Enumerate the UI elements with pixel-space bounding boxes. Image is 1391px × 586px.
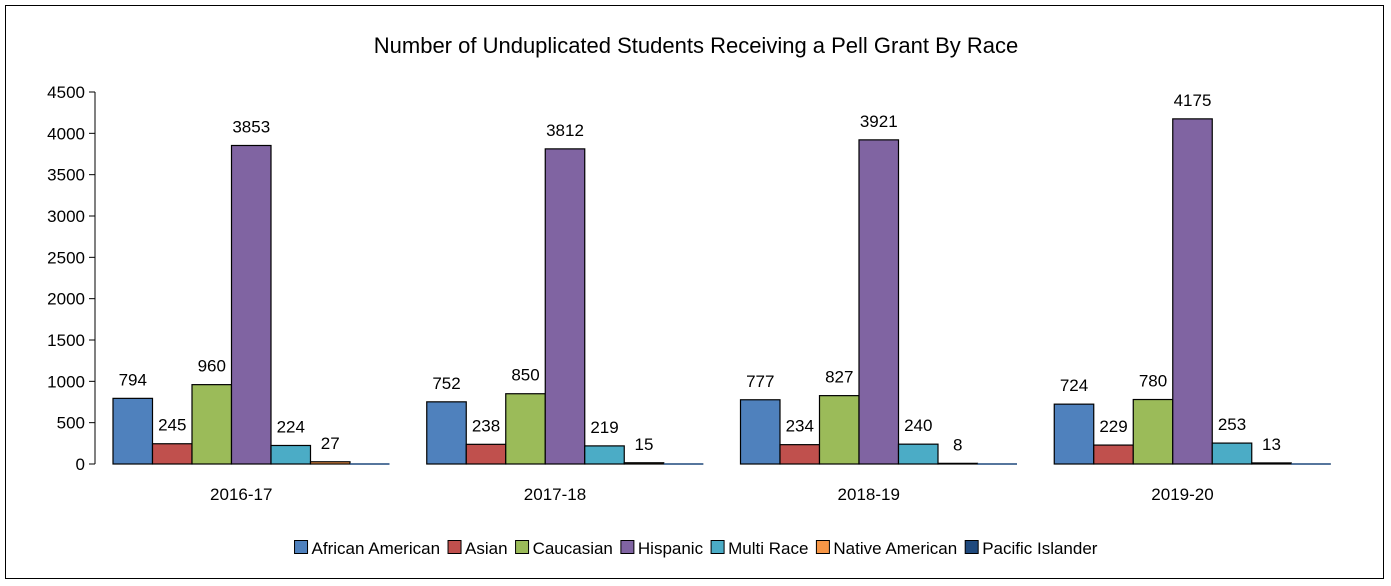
x-category-label: 2019-20 — [1151, 485, 1213, 504]
legend-label: Asian — [465, 539, 508, 558]
data-label: 229 — [1099, 417, 1127, 436]
y-tick-label: 500 — [57, 414, 85, 433]
y-tick-label: 1000 — [47, 372, 85, 391]
data-label: 13 — [1262, 435, 1281, 454]
x-category-label: 2018-19 — [838, 485, 900, 504]
bar — [230, 144, 272, 465]
y-tick-label: 1500 — [47, 331, 85, 350]
legend-swatch — [710, 540, 725, 554]
data-label: 8 — [953, 435, 962, 454]
y-tick-label: 4500 — [47, 83, 85, 102]
data-label: 15 — [635, 435, 654, 454]
bar — [1053, 403, 1095, 465]
bar — [309, 461, 351, 465]
legend-swatch — [447, 540, 462, 554]
legend-label: Caucasian — [533, 539, 613, 558]
x-category-label: 2016-17 — [210, 485, 272, 504]
bar — [739, 399, 781, 465]
bar — [544, 148, 586, 465]
data-label: 960 — [198, 357, 226, 376]
bar — [1132, 398, 1174, 465]
bar — [426, 401, 467, 465]
y-tick-label: 4000 — [47, 124, 85, 143]
bar — [151, 443, 193, 465]
legend-label: Hispanic — [638, 539, 704, 558]
legend-label: Pacific Islander — [982, 539, 1098, 558]
legend-label: African American — [312, 539, 441, 558]
bar — [818, 395, 860, 465]
data-label: 240 — [904, 416, 932, 435]
bar — [1093, 444, 1134, 465]
y-axis: 0 500 1000 1500 2000 2500 3000 3500 4000 4500 — [47, 83, 96, 474]
data-label: 827 — [825, 368, 853, 387]
x-category-label: 2017-18 — [524, 485, 586, 504]
data-label: 777 — [746, 372, 774, 391]
bars — [112, 118, 1331, 465]
data-label: 850 — [511, 366, 539, 385]
data-label: 224 — [277, 417, 305, 436]
legend-label: Multi Race — [728, 539, 808, 558]
legend-swatch — [294, 540, 309, 554]
bar — [937, 462, 979, 465]
data-label: 3812 — [546, 121, 584, 140]
data-label: 238 — [472, 416, 500, 435]
bar — [505, 393, 546, 465]
data-label: 3921 — [860, 112, 898, 131]
data-label: 4175 — [1174, 91, 1212, 110]
bar — [1251, 462, 1292, 465]
data-label: 794 — [119, 370, 147, 389]
bar — [1211, 442, 1253, 465]
data-label: 245 — [158, 416, 186, 435]
x-axis: 2016-17 2017-18 2018-19 2019-20 — [113, 463, 1331, 504]
chart-title: Number of Unduplicated Students Receivin… — [374, 33, 1018, 58]
y-tick-label: 3000 — [47, 207, 85, 226]
data-label: 27 — [321, 434, 340, 453]
bar — [584, 445, 625, 465]
data-label: 219 — [590, 418, 618, 437]
legend-swatch — [964, 540, 979, 554]
data-label: 724 — [1060, 376, 1088, 395]
bar — [191, 384, 233, 465]
bar — [779, 444, 821, 465]
legend-swatch — [515, 540, 530, 554]
y-tick-label: 2500 — [47, 248, 85, 267]
y-tick-label: 3500 — [47, 166, 85, 185]
bar — [858, 139, 900, 465]
bar — [623, 462, 665, 465]
legend-swatch — [815, 540, 830, 554]
legend-swatch — [620, 540, 635, 554]
y-tick-label: 2000 — [47, 290, 85, 309]
bar — [112, 397, 154, 465]
data-label: 780 — [1139, 372, 1167, 391]
bar — [270, 444, 312, 465]
data-label: 752 — [432, 374, 460, 393]
bar — [465, 443, 507, 465]
legend: African American Asian Caucasian Hispanic Mu… — [294, 539, 1098, 558]
y-tick-label: 0 — [76, 455, 85, 474]
bar — [1172, 118, 1213, 465]
data-label: 3853 — [232, 117, 270, 136]
legend-label: Native American — [833, 539, 957, 558]
data-label: 234 — [786, 417, 814, 436]
bar — [897, 443, 939, 465]
data-label: 253 — [1218, 415, 1246, 434]
